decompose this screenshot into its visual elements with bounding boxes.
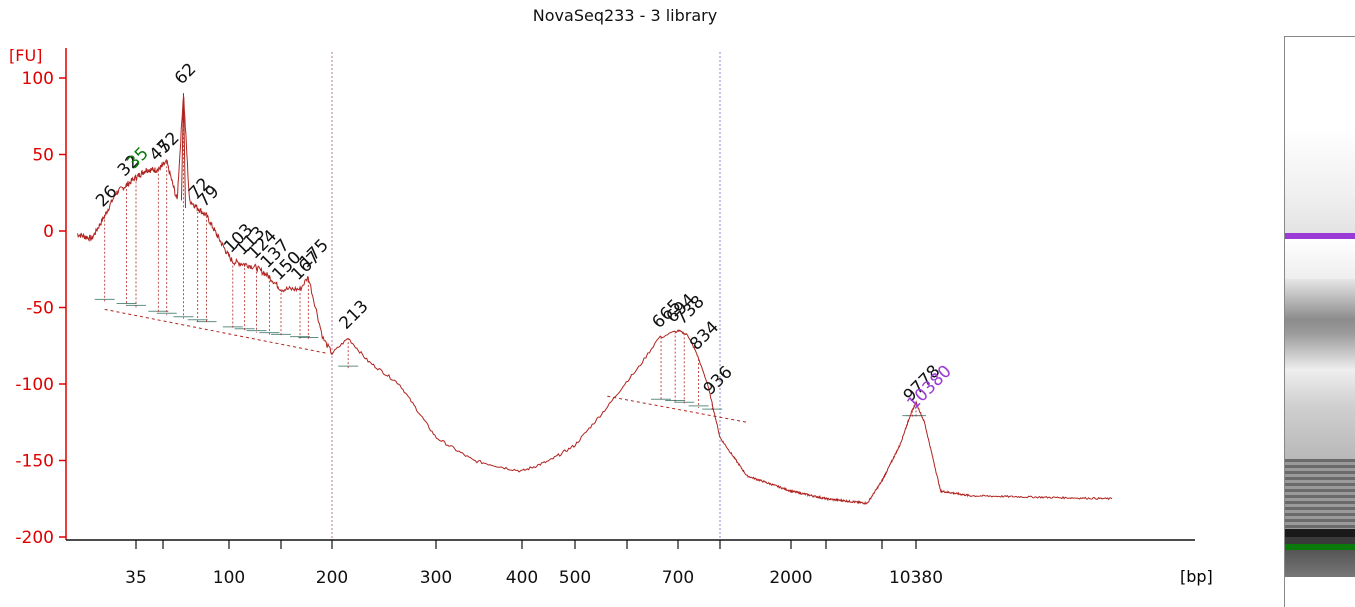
x-tick-label: 300	[420, 568, 452, 588]
peak-label: 62	[171, 59, 200, 88]
peak-baselines	[94, 298, 926, 423]
y-tick-label: -100	[15, 375, 54, 395]
x-tick-label: 35	[125, 568, 147, 588]
gel-band-library	[1285, 279, 1355, 369]
y-tick-label: 50	[32, 146, 54, 166]
gel-small-fragments	[1285, 459, 1355, 529]
x-tick-label: 700	[662, 568, 694, 588]
region-boundaries	[331, 52, 721, 540]
chart-title: NovaSeq233 - 3 library	[532, 6, 718, 25]
x-tick-label: 10380	[889, 568, 943, 588]
gel-smear-lower	[1285, 369, 1355, 459]
y-tick-label: 0	[43, 222, 54, 242]
gel-bottom	[1285, 550, 1355, 577]
peak-label: 26	[92, 182, 121, 211]
peak-labels: 2632354752627279103113124137150167175213…	[92, 59, 956, 414]
gel-dark-band	[1285, 529, 1355, 537]
gel-lower-marker-band	[1285, 544, 1355, 550]
y-tick-label: -150	[15, 452, 54, 472]
y-tick-label: -200	[15, 528, 54, 548]
x-axis-label: [bp]	[1180, 567, 1213, 586]
x-tick-label: 400	[506, 568, 538, 588]
x-tick-label: 2000	[769, 568, 812, 588]
y-tick-label: -50	[26, 299, 54, 319]
gel-band	[1285, 537, 1355, 544]
x-tick-label: 500	[559, 568, 591, 588]
x-tick-label: 100	[213, 568, 245, 588]
region-baseline	[104, 308, 328, 354]
x-tick-label: 200	[316, 568, 348, 588]
trace-line	[76, 96, 1113, 505]
gel-image	[1284, 36, 1355, 607]
y-tick-label: 100	[22, 69, 54, 89]
peak-label: 213	[336, 297, 373, 334]
gel-smear	[1285, 239, 1355, 279]
y-axis-label: [FU]	[9, 46, 42, 65]
peak-drop-lines	[104, 93, 917, 418]
peak-label: 936	[700, 362, 737, 399]
gel-upper-marker-band	[1285, 233, 1355, 239]
gel-smear-top	[1285, 127, 1355, 237]
